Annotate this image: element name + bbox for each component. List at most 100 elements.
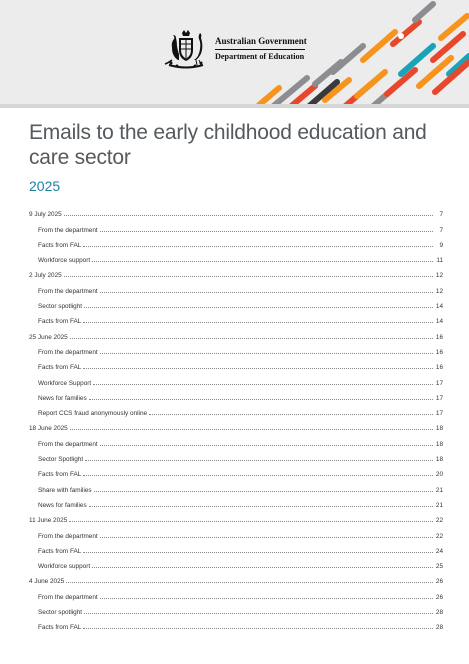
toc-subsection-entry[interactable]: From the department 18	[29, 432, 443, 448]
toc-entry-label: Facts from FAL	[38, 471, 82, 479]
toc-leader-dots	[93, 383, 433, 385]
decorative-stripe	[398, 43, 436, 77]
toc-subsection-entry[interactable]: From the department 16	[29, 341, 443, 356]
toc-page-number: 18	[435, 456, 443, 464]
toc-page-number: 28	[435, 609, 443, 617]
decorative-stripe	[354, 69, 388, 99]
toc-leader-dots	[99, 230, 433, 232]
coat-of-arms-icon	[164, 30, 204, 69]
toc-entry-label: Workforce support	[38, 257, 91, 265]
toc-subsection-entry[interactable]: Workforce Support 17	[29, 371, 443, 387]
toc-leader-dots	[99, 291, 433, 293]
toc-subsection-entry[interactable]: News for families 21	[29, 494, 443, 509]
toc-entry-label: 4 June 2025	[29, 578, 65, 586]
logo-divider	[215, 49, 305, 50]
toc-entry-label: Report CCS fraud anonymously online	[38, 410, 148, 418]
toc-entry-label: Facts from FAL	[38, 624, 82, 632]
header-band: Australian Government Department of Educ…	[0, 0, 469, 108]
toc-leader-dots	[85, 460, 433, 462]
toc-page-number: 12	[435, 272, 443, 280]
toc-leader-dots	[63, 276, 433, 278]
decorative-stripe	[446, 53, 469, 77]
toc-entry-label: From the department	[38, 287, 98, 295]
toc-subsection-entry[interactable]: Sector Spotlight 18	[29, 448, 443, 463]
toc-section-entry[interactable]: 25 June 2025 16	[29, 325, 443, 341]
toc-leader-dots	[83, 551, 433, 553]
toc-leader-dots	[63, 215, 433, 217]
toc-leader-dots	[83, 475, 433, 477]
header-shadow	[0, 104, 469, 108]
toc-section-entry[interactable]: 2 July 2025 12	[29, 264, 443, 279]
toc-section-entry[interactable]: 18 June 2025 18	[29, 417, 443, 432]
toc-entry-label: News for families	[38, 501, 87, 509]
decorative-dot	[398, 33, 404, 39]
toc-leader-dots	[92, 567, 433, 569]
toc-subsection-entry[interactable]: From the department 22	[29, 524, 443, 540]
toc-leader-dots	[69, 429, 433, 431]
toc-entry-label: Facts from FAL	[38, 364, 82, 372]
toc-entry-label: From the department	[38, 348, 98, 356]
toc-entry-label: 25 June 2025	[29, 333, 68, 341]
toc-entry-label: Facts from FAL	[38, 318, 82, 326]
toc-subsection-entry[interactable]: Sector spotlight 28	[29, 601, 443, 616]
toc-page-number: 26	[435, 593, 443, 601]
toc-page-number: 11	[436, 257, 443, 265]
toc-leader-dots	[99, 352, 433, 354]
toc-subsection-entry[interactable]: Facts from FAL 16	[29, 356, 443, 371]
toc-page-number: 24	[435, 547, 443, 555]
toc-entry-label: Workforce support	[38, 563, 91, 571]
toc-subsection-entry[interactable]: Share with families 21	[29, 478, 443, 494]
decorative-stripe	[360, 29, 398, 63]
toc-subsection-entry[interactable]: From the department 26	[29, 585, 443, 601]
toc-subsection-entry[interactable]: Sector spotlight 14	[29, 295, 443, 310]
toc-page-number: 17	[435, 379, 443, 387]
toc-subsection-entry[interactable]: Facts from FAL 20	[29, 463, 443, 478]
decorative-stripe	[322, 77, 352, 103]
toc-subsection-entry[interactable]: From the department 12	[29, 279, 443, 295]
toc-subsection-entry[interactable]: Facts from FAL 24	[29, 540, 443, 555]
toc-leader-dots	[83, 628, 433, 630]
toc-subsection-entry[interactable]: Workforce support 25	[29, 555, 443, 570]
toc-page-number: 18	[435, 425, 443, 433]
toc-subsection-entry[interactable]: Facts from FAL 9	[29, 234, 443, 249]
toc-leader-dots	[83, 245, 433, 247]
toc-section-entry[interactable]: 9 July 2025 7	[29, 203, 443, 218]
toc-entry-label: 11 June 2025	[29, 517, 68, 525]
toc-section-entry[interactable]: 11 June 2025 22	[29, 509, 443, 524]
decorative-stripe	[304, 79, 340, 108]
document-title: Emails to the early childhood education …	[29, 121, 427, 169]
toc-entry-label: From the department	[38, 440, 98, 448]
toc-subsection-entry[interactable]: News for families 17	[29, 387, 443, 402]
toc-page-number: 16	[435, 348, 443, 356]
toc-subsection-entry[interactable]: Facts from FAL 28	[29, 616, 443, 631]
document-year: 2025	[29, 178, 61, 194]
toc-page-number: 7	[439, 211, 443, 219]
government-logo: Australian Government Department of Educ…	[163, 30, 313, 72]
decorative-stripe	[384, 67, 418, 97]
toc-subsection-entry[interactable]: From the department 7	[29, 218, 443, 234]
toc-leader-dots	[149, 414, 433, 416]
toc-entry-label: Sector spotlight	[38, 609, 83, 617]
toc-entry-label: 2 July 2025	[29, 272, 62, 280]
toc-page-number: 17	[435, 410, 443, 418]
decorative-stripe	[430, 31, 466, 63]
toc-leader-dots	[99, 444, 433, 446]
toc-page-number: 22	[435, 517, 443, 525]
toc-section-entry[interactable]: 4 June 2025 26	[29, 570, 443, 585]
toc-page-number: 20	[435, 471, 443, 479]
toc-page-number: 26	[435, 578, 443, 586]
toc-entry-label: 9 July 2025	[29, 211, 62, 219]
toc-leader-dots	[69, 521, 433, 523]
toc-leader-dots	[99, 597, 433, 599]
toc-leader-dots	[66, 582, 433, 584]
decorative-stripe	[390, 19, 422, 47]
toc-leader-dots	[83, 368, 433, 370]
toc-page-number: 16	[435, 333, 443, 341]
toc-entry-label: Share with families	[38, 486, 92, 494]
toc-subsection-entry[interactable]: Facts from FAL 14	[29, 310, 443, 325]
toc-subsection-entry[interactable]: Report CCS fraud anonymously online 17	[29, 402, 443, 417]
toc-subsection-entry[interactable]: Workforce support 11	[29, 249, 443, 264]
toc-page-number: 14	[435, 303, 443, 311]
decorative-stripe	[330, 43, 366, 75]
decorative-stripe	[416, 55, 454, 89]
